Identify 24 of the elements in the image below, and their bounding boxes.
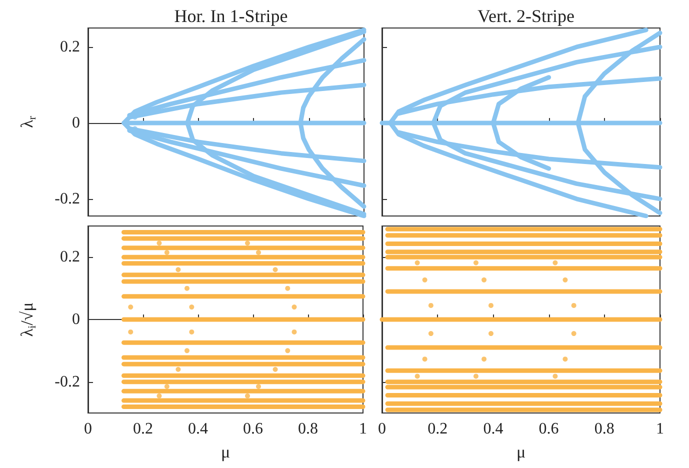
y-tick-label: -0.2 (54, 373, 80, 390)
y-tick-label: 0 (72, 114, 80, 132)
x-axis-title: μ (516, 442, 526, 462)
chart-title: Vert. 2-Stripe (478, 6, 574, 26)
x-tick-label: 1 (359, 420, 367, 438)
x-tick-label: 0 (84, 420, 92, 438)
x-tick-label: 1 (656, 420, 664, 438)
y-axis-title: λi/√μ (18, 302, 38, 337)
x-tick-label: 0.4 (188, 420, 208, 438)
x-tick-label: 0.8 (594, 420, 614, 438)
y-tick-label: -0.2 (54, 190, 80, 208)
x-tick-label: 0.6 (243, 420, 263, 438)
x-tick-label: 0.2 (428, 420, 448, 438)
x-tick-label: 0.6 (538, 420, 559, 438)
x-tick-label: 0.8 (298, 420, 318, 438)
x-tick-label: 0 (378, 420, 386, 438)
y-axis-title: λr (18, 116, 38, 128)
x-axis-title: μ (220, 442, 230, 462)
y-tick-label: 0 (72, 311, 80, 328)
y-tick-label: 0.2 (60, 248, 80, 266)
x-tick-label: 0.2 (133, 420, 153, 438)
y-tick-label: 0.2 (60, 38, 80, 56)
chart-title: Hor. In 1-Stripe (174, 6, 288, 26)
x-tick-label: 0.4 (483, 420, 504, 438)
